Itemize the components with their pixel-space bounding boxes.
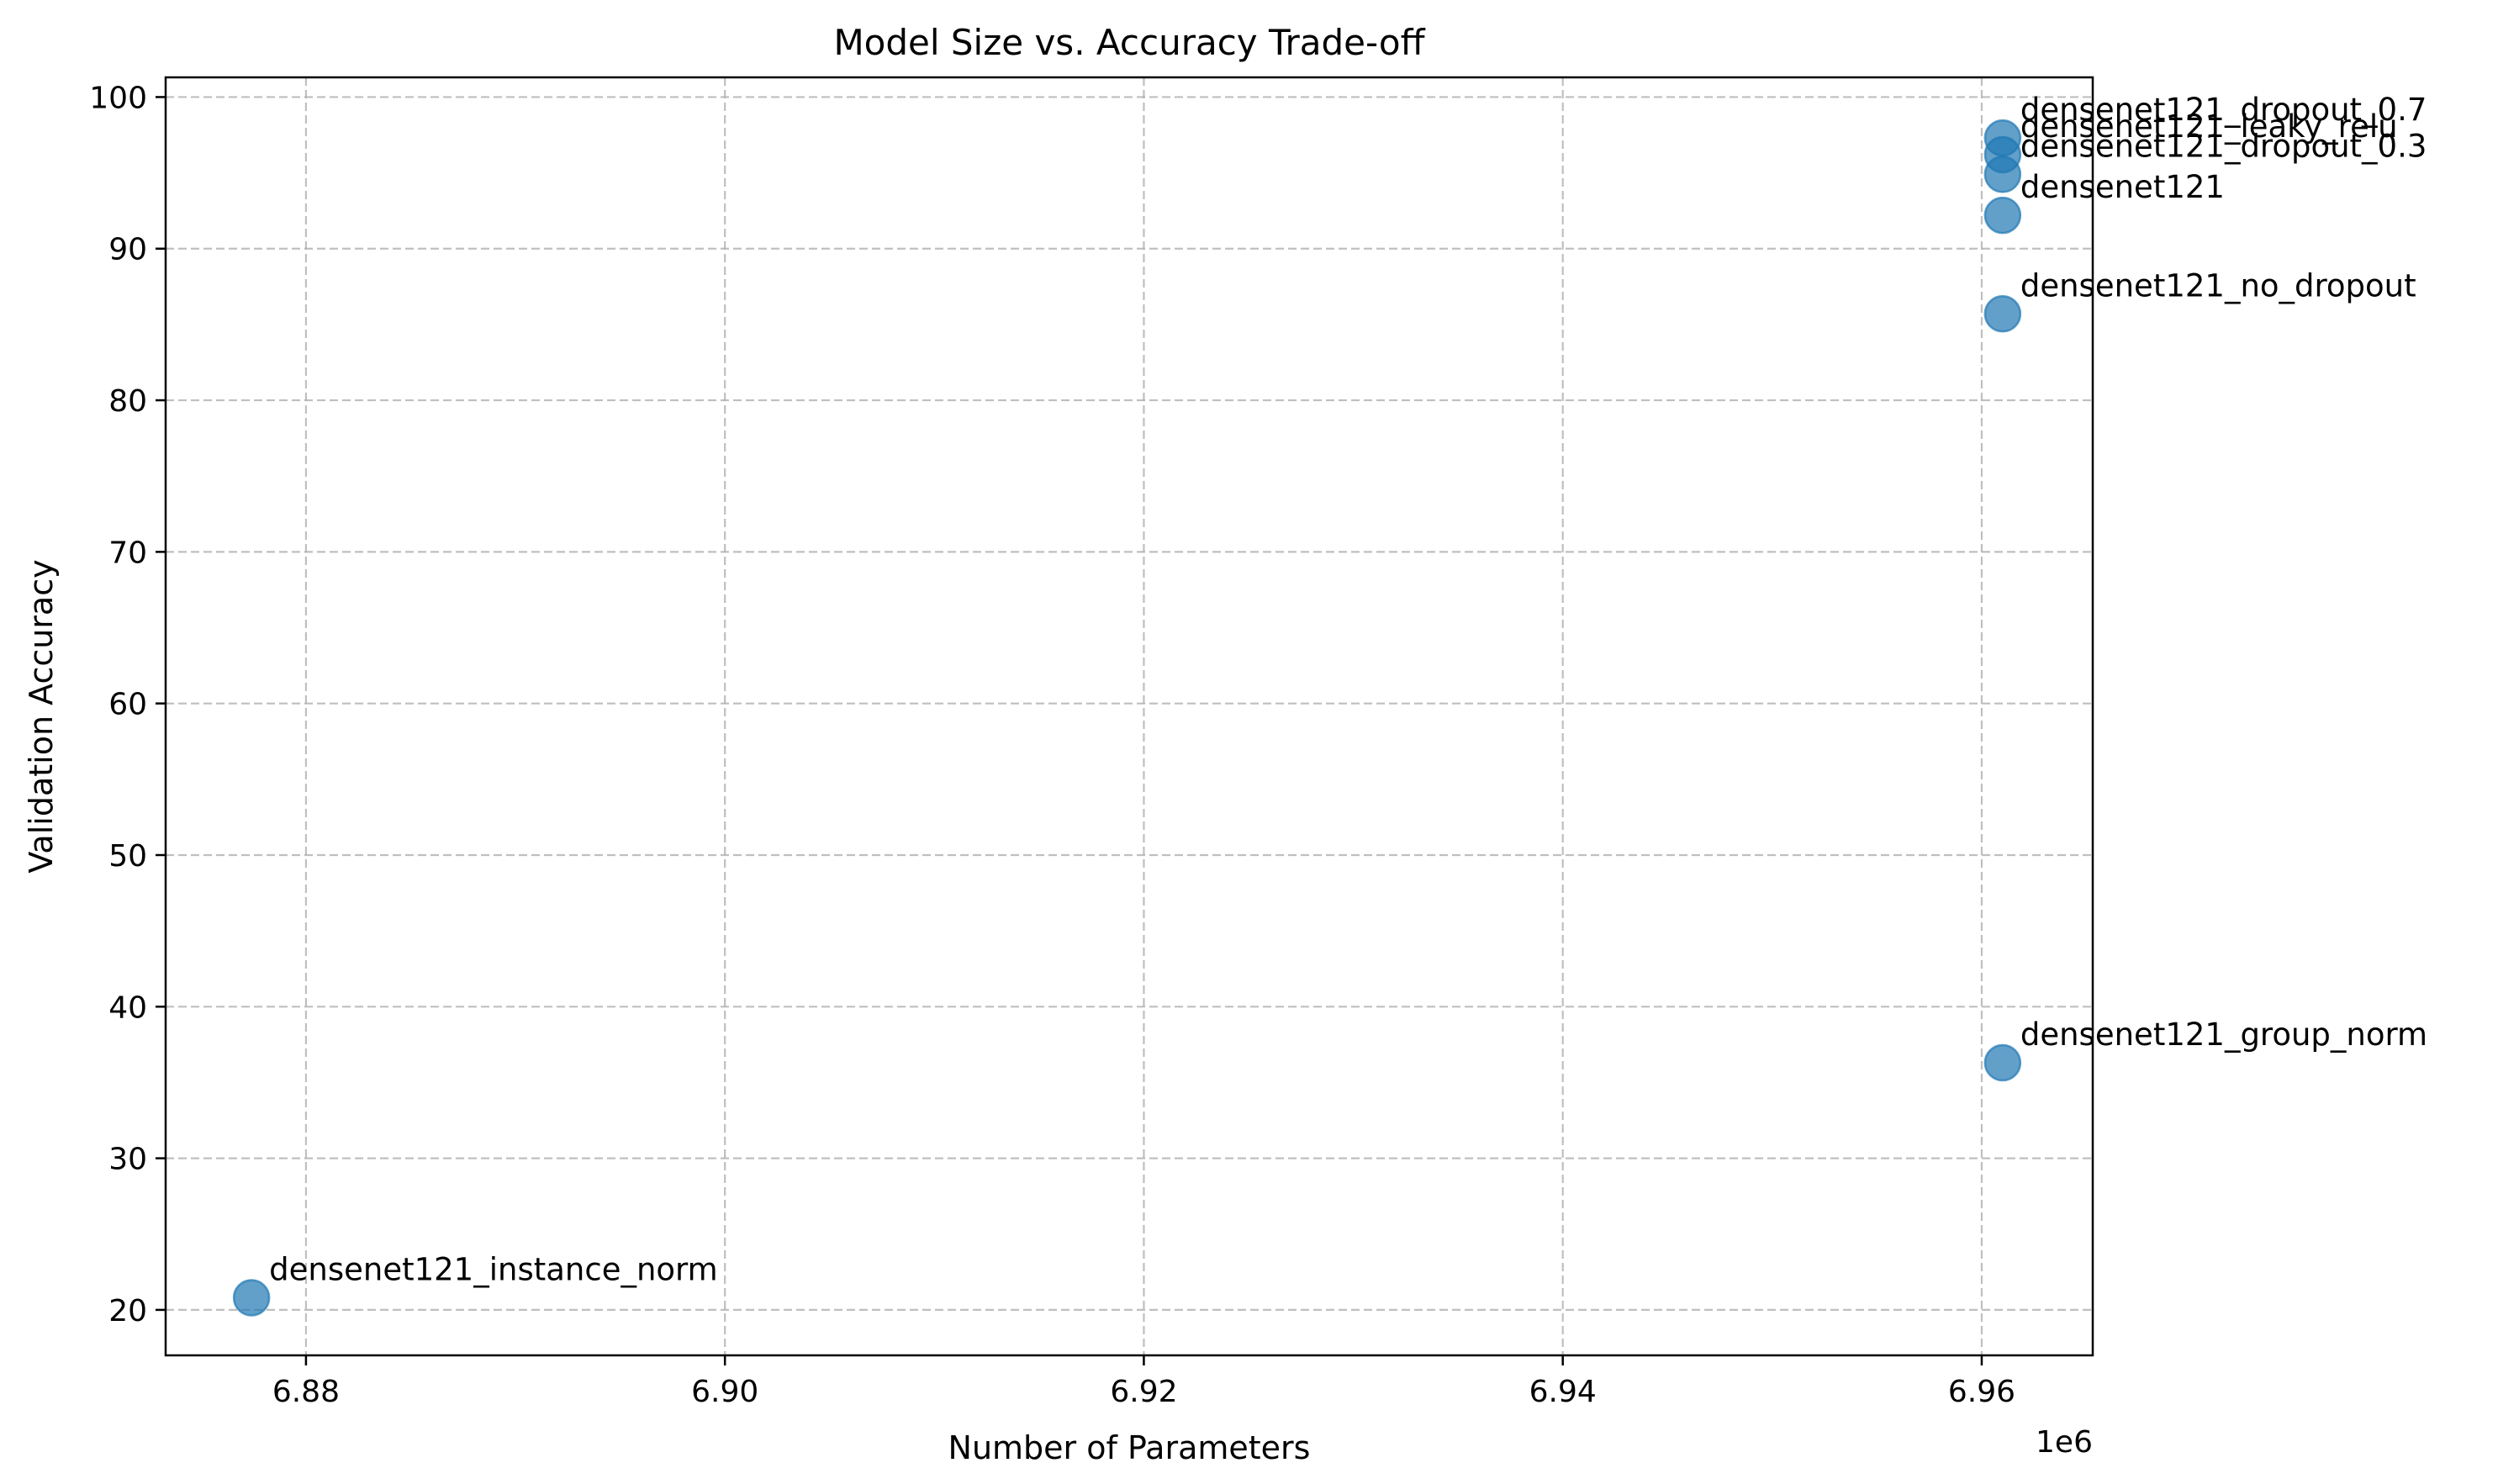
y-tick-label: 60 <box>108 688 147 722</box>
data-points <box>232 119 2022 1317</box>
data-point <box>1983 156 2022 193</box>
axis-ticks: 6.88 6.90 6.92 6.94 6.96 20 30 40 50 60 70 80 90 100 <box>89 81 2015 1409</box>
point-label: densenet121_group_norm <box>2020 1017 2427 1053</box>
y-axis-label: Validation Accuracy <box>23 559 60 873</box>
y-tick-label: 40 <box>108 990 147 1025</box>
y-tick-label: 30 <box>108 1143 147 1177</box>
x-tick-label: 6.96 <box>1948 1375 2015 1409</box>
point-label: densenet121_leaky_relu <box>2020 108 2398 145</box>
grid <box>166 77 2093 1355</box>
x-tick-label: 6.88 <box>272 1375 340 1409</box>
data-point <box>1983 196 2022 235</box>
point-label: densenet121_dropout_0.7 <box>2020 92 2427 128</box>
y-tick-label: 50 <box>108 839 147 874</box>
point-label: densenet121_dropout_0.3 <box>2020 128 2427 164</box>
point-labels: densenet121_dropout_0.7densenet121_leaky… <box>269 92 2427 1287</box>
plot-frame <box>164 76 2094 1357</box>
x-axis-label: Number of Parameters <box>948 1429 1311 1466</box>
point-label: densenet121_instance_norm <box>269 1251 718 1287</box>
data-point <box>1983 1043 2022 1082</box>
y-tick-label: 20 <box>108 1294 147 1328</box>
data-point <box>232 1279 271 1317</box>
y-tick-label: 80 <box>108 384 147 419</box>
data-point <box>1983 295 2022 333</box>
x-tick-label: 6.90 <box>691 1375 758 1409</box>
x-tick-label: 6.94 <box>1529 1375 1597 1409</box>
y-tick-label: 70 <box>108 536 147 570</box>
point-label: densenet121 <box>2020 169 2225 205</box>
x-axis-offset-label: 1e6 <box>2036 1425 2093 1460</box>
point-label: densenet121_no_dropout <box>2020 267 2416 304</box>
y-tick-label: 90 <box>108 233 147 267</box>
chart-title: Model Size vs. Accuracy Trade-off <box>833 22 1425 63</box>
x-tick-label: 6.92 <box>1110 1375 1177 1409</box>
y-tick-label: 100 <box>89 81 147 115</box>
